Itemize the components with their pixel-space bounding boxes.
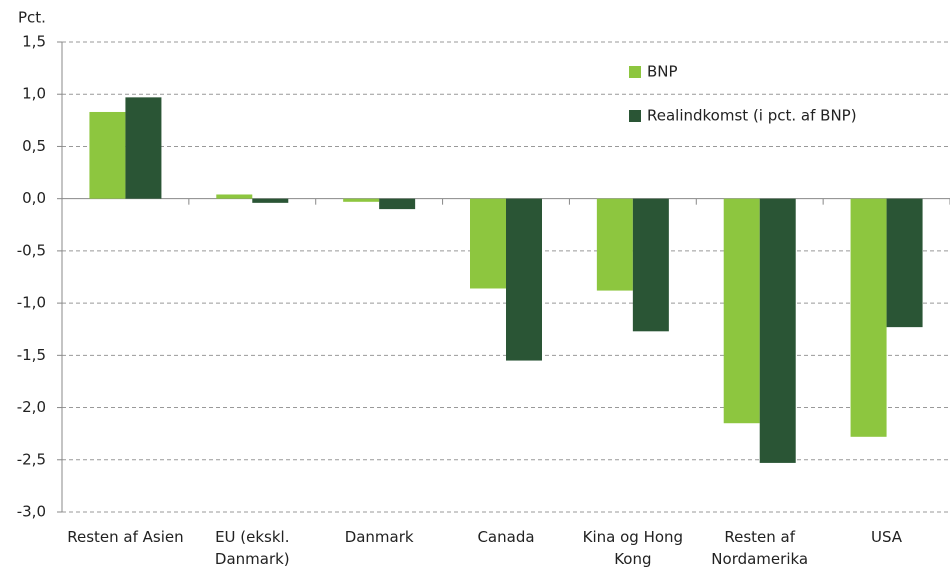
x-tick-label: Kina og Hong Kong — [582, 528, 684, 568]
y-tick-label: 1,5 — [22, 33, 46, 51]
x-tick-label: Canada — [477, 528, 535, 546]
legend-label: BNP — [647, 63, 678, 81]
legend-swatch — [629, 110, 641, 122]
bar — [125, 97, 162, 199]
bar — [506, 198, 542, 361]
bar — [759, 198, 796, 463]
y-tick-label: -2,0 — [17, 398, 46, 416]
bar — [886, 198, 923, 328]
legend-label: Realindkomst (i pct. af BNP) — [647, 107, 857, 125]
bar — [89, 111, 126, 199]
y-tick-label: 1,0 — [22, 85, 46, 103]
bar — [216, 194, 253, 199]
bar — [379, 198, 416, 210]
y-tick-label: -1,0 — [17, 294, 46, 312]
bar — [723, 198, 760, 424]
bar — [632, 198, 669, 332]
y-axis-unit: Pct. — [18, 9, 46, 27]
y-tick-label: -3,0 — [17, 503, 46, 521]
x-tick-label: Resten af Nordamerika — [711, 528, 809, 568]
x-tick-label: EU (ekskl. Danmark) — [214, 528, 290, 568]
legend-swatch — [629, 66, 641, 78]
y-tick-label: -2,5 — [17, 450, 46, 468]
y-tick-label: 0,0 — [22, 189, 46, 207]
y-tick-label: 0,5 — [22, 137, 46, 155]
bar — [596, 198, 633, 291]
bar — [470, 198, 506, 289]
y-tick-label: -0,5 — [17, 241, 46, 259]
bar — [252, 198, 289, 203]
x-tick-label: Resten af Asien — [67, 528, 184, 546]
bar — [850, 198, 887, 437]
x-tick-label: Danmark — [344, 528, 414, 546]
y-tick-label: -1,5 — [17, 346, 46, 364]
bar — [343, 198, 380, 202]
x-tick-label: USA — [871, 528, 903, 546]
